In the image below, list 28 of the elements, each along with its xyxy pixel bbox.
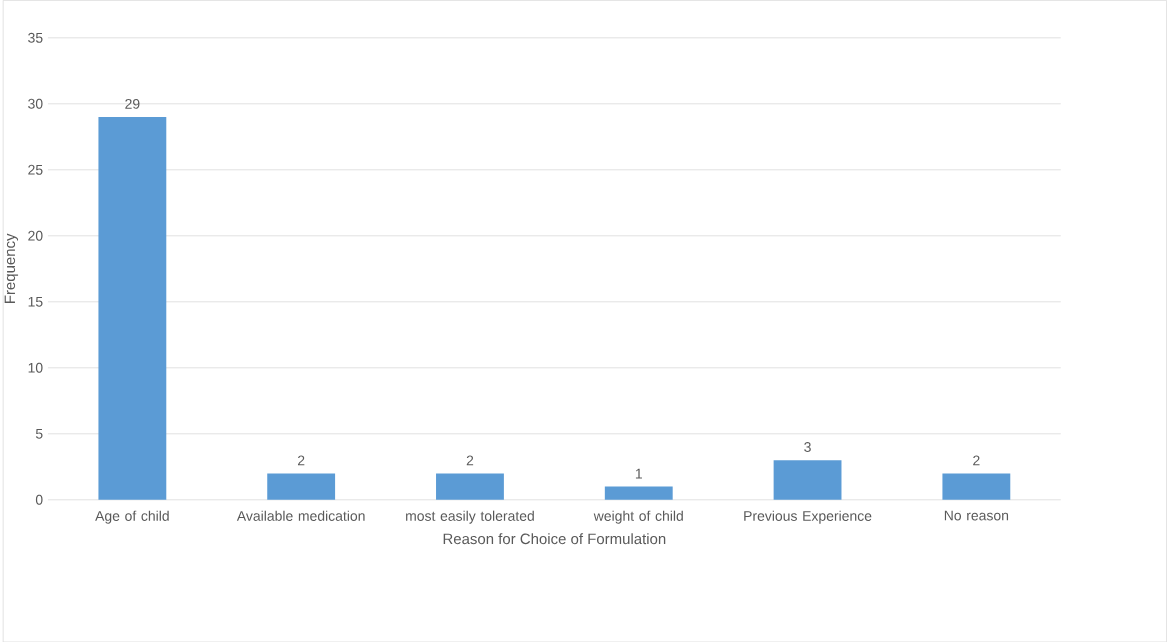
data-label: 2 (297, 455, 305, 466)
x-tick-label: Age of child (95, 510, 169, 524)
bar (773, 460, 842, 500)
data-label: 3 (804, 441, 811, 452)
y-tick-label: 25 (28, 164, 43, 175)
bar (604, 486, 673, 500)
x-tick-label: most easily tolerated (406, 510, 534, 524)
data-label: 1 (635, 468, 642, 479)
x-axis-title: Reason for Choice of Formulation (443, 532, 666, 544)
y-tick-label: 10 (28, 362, 43, 373)
y-tick-label: 0 (35, 494, 43, 505)
x-tick-label: No reason (944, 510, 1009, 521)
bar (942, 473, 1011, 500)
bar (267, 473, 336, 500)
y-tick-label: 15 (28, 296, 43, 307)
bar (436, 473, 504, 500)
data-label: 2 (973, 455, 980, 466)
y-tick-label: 5 (35, 428, 43, 439)
y-tick-label: 30 (28, 98, 43, 109)
x-tick-label: Previous Experience (744, 510, 872, 524)
data-label: 29 (125, 98, 140, 109)
data-label: 2 (466, 455, 474, 466)
bar (98, 116, 167, 500)
y-tick-label: 20 (28, 230, 43, 241)
x-tick-label: Available medication (236, 510, 365, 521)
y-tick-label: 35 (28, 32, 43, 43)
y-axis-title: Frequency (4, 233, 19, 303)
x-tick-label: weight of child (593, 510, 683, 524)
